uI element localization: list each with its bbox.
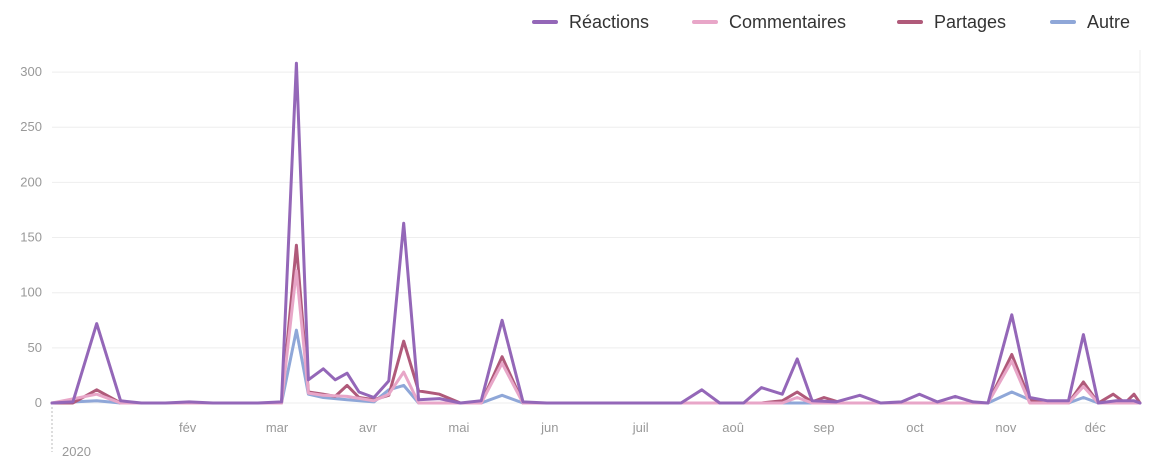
- x-tick-label: mai: [448, 420, 469, 435]
- y-tick-label: 50: [28, 340, 42, 355]
- legend-label: Réactions: [569, 12, 649, 32]
- grid-layer: [52, 50, 1141, 404]
- legend-item[interactable]: Réactions: [532, 12, 649, 32]
- y-tick-label: 0: [35, 395, 42, 410]
- x-tick-label: oct: [906, 420, 924, 435]
- x-tick-label: fév: [179, 420, 197, 435]
- legend-item[interactable]: Partages: [897, 12, 1006, 32]
- x-tick-label: juil: [632, 420, 649, 435]
- x-tick-label: nov: [995, 420, 1016, 435]
- year-label: 2020: [62, 444, 91, 457]
- series-layer: [50, 61, 1142, 405]
- series-line-reactions: [50, 61, 1142, 405]
- axis-layer: 0 50 100 150 200 250 300 fév mar avr mai jun juil aoû…: [20, 64, 1106, 457]
- legend-label: Partages: [934, 12, 1006, 32]
- y-tick-label: 300: [20, 64, 42, 79]
- y-tick-label: 100: [20, 285, 42, 300]
- series-line-partages: [50, 243, 1142, 405]
- y-tick-label: 150: [20, 230, 42, 245]
- x-tick-label: mar: [266, 420, 289, 435]
- x-tick-label: avr: [359, 420, 378, 435]
- legend-label: Commentaires: [729, 12, 846, 32]
- y-tick-label: 200: [20, 174, 42, 189]
- y-tick-label: 250: [20, 119, 42, 134]
- series-line-autre: [50, 328, 1142, 405]
- x-tick-label: sep: [814, 420, 835, 435]
- legend-item[interactable]: Commentaires: [692, 12, 846, 32]
- legend[interactable]: Réactions Commentaires Partages Autre: [532, 12, 1130, 32]
- series-line-commentaires: [50, 269, 1142, 405]
- x-tick-label: aoû: [722, 420, 744, 435]
- legend-item[interactable]: Autre: [1050, 12, 1130, 32]
- legend-label: Autre: [1087, 12, 1130, 32]
- x-tick-label: déc: [1085, 420, 1106, 435]
- x-tick-label: jun: [540, 420, 558, 435]
